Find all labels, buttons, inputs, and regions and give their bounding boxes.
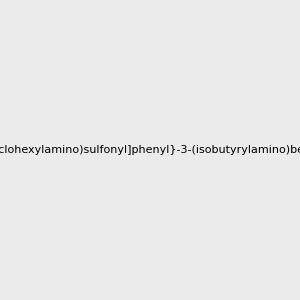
Text: N-{4-[(cyclohexylamino)sulfonyl]phenyl}-3-(isobutyrylamino)benzamide: N-{4-[(cyclohexylamino)sulfonyl]phenyl}-… <box>0 145 300 155</box>
